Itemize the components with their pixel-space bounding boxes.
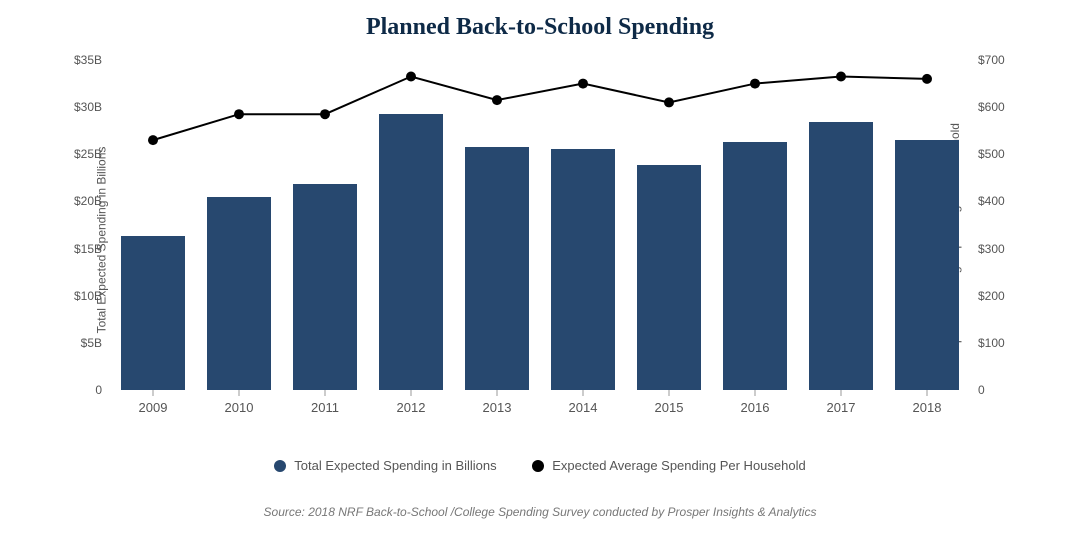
right-tick: $200: [978, 289, 1005, 303]
legend-swatch-bars: [274, 460, 286, 472]
right-tick: $400: [978, 194, 1005, 208]
left-axis-label: Total Expected Spending in Billions: [94, 147, 108, 334]
line-marker: [234, 109, 244, 119]
line-marker: [320, 109, 330, 119]
legend-item-line: Expected Average Spending Per Household: [532, 458, 805, 473]
trend-line: [153, 77, 927, 141]
x-category: 2010: [225, 390, 254, 415]
line-marker: [492, 95, 502, 105]
x-category: 2018: [913, 390, 942, 415]
line-marker: [148, 135, 158, 145]
right-tick: $600: [978, 100, 1005, 114]
line-marker: [750, 79, 760, 89]
x-category: 2009: [139, 390, 168, 415]
left-tick: 0: [95, 383, 102, 397]
legend-label-line: Expected Average Spending Per Household: [552, 458, 805, 473]
x-category: 2017: [827, 390, 856, 415]
left-tick: $20B: [74, 194, 102, 208]
right-tick: $100: [978, 336, 1005, 350]
x-category: 2016: [741, 390, 770, 415]
legend-swatch-line: [532, 460, 544, 472]
x-category: 2011: [311, 390, 339, 415]
line-marker: [922, 74, 932, 84]
right-tick: 0: [978, 383, 985, 397]
right-tick: $300: [978, 242, 1005, 256]
source-note: Source: 2018 NRF Back-to-School /College…: [0, 505, 1080, 519]
line-marker: [664, 97, 674, 107]
line-marker: [836, 72, 846, 82]
x-category: 2015: [655, 390, 684, 415]
line-marker: [578, 79, 588, 89]
line-marker: [406, 72, 416, 82]
left-tick: $15B: [74, 242, 102, 256]
legend-item-bars: Total Expected Spending in Billions: [274, 458, 496, 473]
left-tick: $35B: [74, 53, 102, 67]
x-category: 2014: [569, 390, 598, 415]
right-tick: $500: [978, 147, 1005, 161]
plot-region: 0$5B$10B$15B$20B$25B$30B$35B0$100$200$30…: [110, 60, 970, 390]
right-tick: $700: [978, 53, 1005, 67]
left-tick: $5B: [81, 336, 102, 350]
chart-area: Total Expected Spending in Billions Expe…: [50, 60, 1030, 420]
legend-label-bars: Total Expected Spending in Billions: [294, 458, 496, 473]
chart-title: Planned Back-to-School Spending: [0, 0, 1080, 41]
left-tick: $25B: [74, 147, 102, 161]
left-tick: $10B: [74, 289, 102, 303]
x-category: 2012: [397, 390, 426, 415]
x-category: 2013: [483, 390, 512, 415]
line-layer: [110, 60, 970, 390]
legend: Total Expected Spending in Billions Expe…: [0, 458, 1080, 475]
left-tick: $30B: [74, 100, 102, 114]
